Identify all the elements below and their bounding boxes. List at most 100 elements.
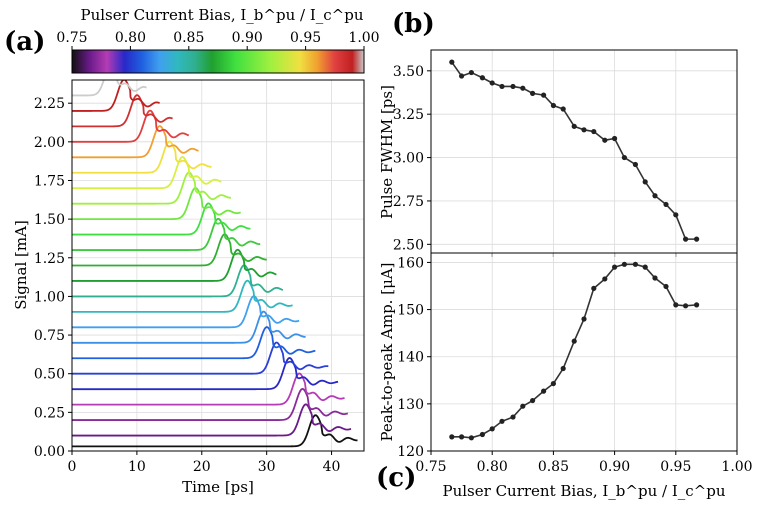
panel-c-data-point: [541, 388, 547, 394]
panel-a: 0 10 20 30 40 0.00 0.25 0.50 0.75 1.00 1.25 1.50 1.7…: [12, 79, 365, 496]
panel-a-ytick-label: 1.00: [34, 289, 65, 305]
panel-a-trace: [72, 295, 300, 329]
colorbar-tick-label: 0.85: [173, 30, 204, 46]
colorbar-tick-label: 0.80: [115, 30, 146, 46]
panel-c-data-point: [510, 414, 516, 420]
panel-c-data-point: [459, 434, 465, 440]
panel-b-ytick-label: 3.00: [393, 151, 424, 167]
panel-a-ytick-label: 0.25: [34, 405, 65, 421]
panel-a-traces: [72, 80, 358, 448]
panel-c-data-point: [550, 380, 557, 387]
panel-c-ytick-label: 160: [397, 255, 424, 271]
panel-a-trace: [72, 80, 148, 97]
panel-a-trace: [72, 94, 174, 128]
panel-a-xtick-label: 0: [68, 459, 77, 475]
panel-b-data-point: [694, 236, 700, 242]
panel-a-trace: [72, 341, 329, 375]
panel-a-trace: [72, 387, 349, 421]
panel-b-data-point: [541, 92, 547, 98]
colorbar-ticks: 0.75 0.80 0.85 0.90 0.95 1.00: [56, 30, 380, 50]
panel-label-b: (b): [392, 9, 435, 39]
panel-b-data-point: [621, 154, 627, 161]
panel-a-ticks: 0 10 20 30 40 0.00 0.25 0.50 0.75 1.00 1.25 1.50 1.7…: [34, 96, 341, 475]
panel-a-ytick-label: 0.50: [34, 367, 65, 383]
panel-b-data-point: [612, 135, 618, 142]
panel-b-frame: [430, 49, 738, 254]
panel-a-xtick-label: 10: [128, 459, 146, 475]
panel-b-data-point: [459, 73, 465, 79]
panel-c-data-point: [449, 434, 455, 440]
panel-b: 2.50 2.75 3.00 3.25 3.50 Pulse FWHM [ps]: [378, 49, 738, 257]
panel-b-ytick-label: 2.50: [393, 237, 424, 253]
panel-c-frame: [430, 252, 738, 452]
panel-b-ticks: 2.50 2.75 3.00 3.25 3.50: [393, 64, 738, 257]
colorbar-tick-label: 0.90: [232, 30, 263, 46]
panel-c-data-point: [479, 431, 486, 438]
panel-c-data-point: [682, 303, 689, 309]
panel-b-data-point: [652, 193, 658, 199]
panel-a-ytick-label: 2.00: [34, 135, 65, 151]
panel-c-data-point: [694, 302, 700, 308]
panel-b-data-point: [571, 123, 577, 129]
panel-c-xlabel: Pulser Current Bias, I_b^pu / I_c^pu: [443, 482, 726, 500]
panel-a-trace: [72, 140, 212, 174]
panel-c-data-point: [560, 365, 566, 372]
panel-a-trace: [72, 403, 352, 437]
panel-c-data-point: [591, 285, 597, 291]
panel-c-data-point: [489, 426, 495, 432]
panel-c-data-point: [612, 264, 618, 270]
panel-b-series: [449, 59, 700, 242]
panel-c-ticks: 0.75 0.80 0.85 0.90 0.95 1.00 120 130 140 150 160: [397, 255, 752, 475]
panel-a-xlabel: Time [ps]: [182, 478, 254, 496]
panel-c-data-point: [632, 261, 639, 267]
panel-b-data-point: [663, 201, 669, 208]
panel-b-ylabel: Pulse FWHM [ps]: [378, 85, 396, 219]
panel-b-data-point: [602, 137, 608, 143]
panel-c-data-point: [652, 275, 658, 281]
panel-b-data-point: [510, 83, 516, 90]
colorbar-tick-label: 0.75: [56, 30, 87, 46]
colorbar-tick-label: 1.00: [348, 30, 379, 46]
panel-b-ytick-label: 3.25: [393, 107, 424, 123]
panel-a-ylabel: Signal [mA]: [12, 220, 30, 310]
panel-c: 0.75 0.80 0.85 0.90 0.95 1.00120130140150160 …: [378, 252, 753, 500]
panel-b-data-point: [489, 80, 495, 86]
panel-a-ytick-label: 1.25: [34, 251, 65, 267]
panel-c-data-point: [468, 435, 474, 441]
panel-c-data-point: [673, 302, 679, 308]
panel-c-data-point: [529, 397, 536, 404]
panel-b-data-point: [550, 102, 557, 109]
panel-a-trace: [72, 414, 358, 448]
panel-c-xtick-label: 1.00: [721, 459, 752, 475]
panel-a-trace: [72, 326, 316, 360]
panel-b-data-point: [560, 106, 566, 112]
panel-b-data-point: [632, 161, 639, 168]
panel-a-trace: [72, 202, 251, 236]
panel-b-data-point: [468, 69, 474, 76]
panel-b-data-point: [673, 212, 679, 218]
panel-a-trace: [72, 80, 161, 112]
panel-c-xtick-label: 0.80: [477, 459, 508, 475]
panel-a-frame: [71, 79, 365, 452]
panel-a-ytick-label: 1.50: [34, 212, 65, 228]
panel-c-series: [449, 261, 700, 441]
panel-c-data-point: [520, 403, 526, 409]
panel-c-data-point: [642, 264, 648, 270]
panel-a-trace: [72, 186, 241, 221]
panel-c-ytick-label: 130: [397, 397, 424, 413]
panel-a-ytick-label: 1.75: [34, 173, 65, 189]
panel-c-data-point: [581, 316, 587, 322]
panel-b-data-point: [529, 90, 536, 96]
panel-a-ytick-label: 2.25: [34, 96, 65, 112]
panel-a-trace: [72, 171, 232, 205]
panel-a-xtick-label: 40: [323, 459, 341, 475]
panel-c-xtick-label: 0.85: [538, 459, 569, 475]
panel-c-grid: [430, 253, 738, 452]
panel-c-xtick-label: 0.95: [660, 459, 691, 475]
panel-c-xtick-label: 0.90: [599, 459, 630, 475]
panel-a-trace: [72, 109, 190, 143]
panel-c-data-point: [602, 276, 608, 282]
panel-c-data-point: [499, 418, 505, 424]
panel-a-trace: [72, 372, 345, 406]
